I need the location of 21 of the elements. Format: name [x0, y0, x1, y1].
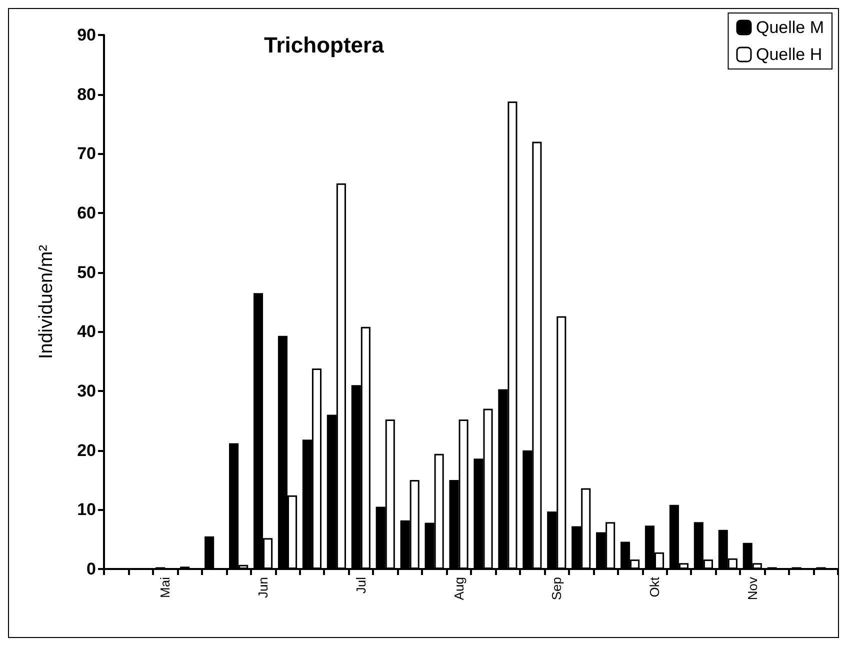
- y-tick-label: 70: [77, 144, 96, 164]
- y-tick-label: 80: [77, 84, 96, 104]
- x-tick-label: Mai: [158, 576, 173, 598]
- y-tick-label: 40: [77, 322, 96, 342]
- x-tick-label: Jun: [256, 577, 271, 598]
- x-tick-label: Nov: [744, 576, 760, 600]
- y-axis-title: Individuen/m²: [36, 244, 57, 360]
- legend-label: Quelle M: [756, 18, 824, 37]
- y-tick-label: 60: [77, 204, 96, 222]
- y-tick-label: 10: [77, 500, 96, 520]
- y-tick-label: 20: [77, 440, 96, 460]
- y-tick-label: 90: [77, 26, 96, 44]
- legend-label: Quelle H: [756, 45, 822, 64]
- x-tick-label: Jul: [353, 576, 368, 594]
- x-tick-label: Sep: [549, 577, 564, 600]
- y-tick-label: 30: [77, 382, 96, 400]
- chart-title: Trichoptera: [264, 32, 385, 58]
- y-tick-label: 0: [86, 560, 96, 578]
- y-tick-label: 50: [77, 262, 96, 282]
- x-tick-label: Aug: [451, 577, 466, 600]
- x-tick-label: Okt: [647, 576, 662, 598]
